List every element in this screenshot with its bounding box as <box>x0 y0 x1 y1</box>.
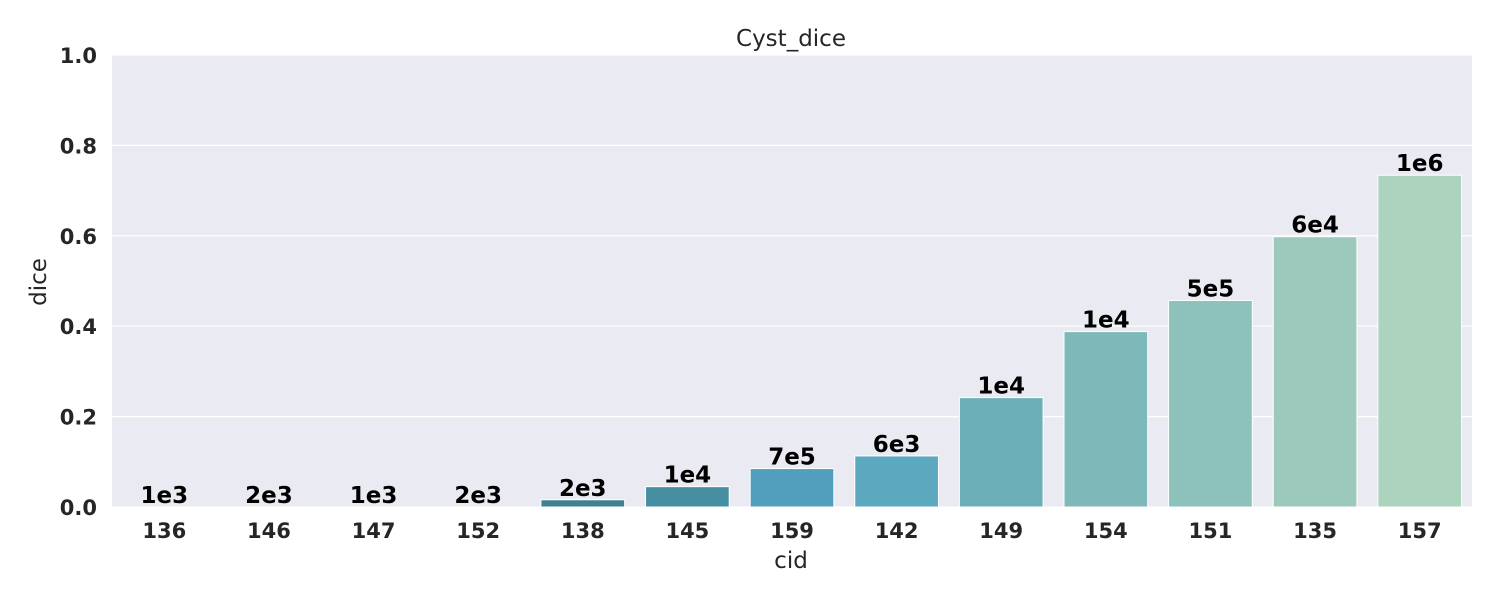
x-tick-label: 157 <box>1398 519 1442 543</box>
bar-135 <box>1272 236 1358 508</box>
bar-value-label: 1e4 <box>977 374 1025 400</box>
x-tick-label: 145 <box>665 519 709 543</box>
y-tick-label: 0.0 <box>60 496 97 520</box>
x-tick-label: 147 <box>352 519 396 543</box>
x-tick-label: 151 <box>1189 519 1233 543</box>
bar-value-label: 2e3 <box>559 476 607 502</box>
bar-159 <box>749 468 835 508</box>
bar-138 <box>540 499 626 508</box>
x-tick-label: 142 <box>875 519 919 543</box>
bar-value-label: 1e3 <box>350 483 398 509</box>
bar-157 <box>1377 174 1463 508</box>
y-axis-label: dice <box>26 258 52 306</box>
bar-labels: 1e3 2e3 1e3 2e3 2e3 1e4 7e5 6e3 1e4 1e4 5e5 6e4 1e6 <box>141 151 1444 509</box>
x-tick-labels: 136 146 147 152 138 145 159 142 149 154 151 135 157 <box>142 519 1441 543</box>
chart-title: Cyst_dice <box>736 26 846 52</box>
x-axis-label: cid <box>774 548 808 574</box>
y-tick-labels: 0.0 0.2 0.4 0.6 0.8 1.0 <box>60 44 97 520</box>
x-tick-label: 152 <box>456 519 500 543</box>
bars <box>540 174 1463 508</box>
x-tick-label: 154 <box>1084 519 1128 543</box>
bar-154 <box>1063 331 1149 508</box>
x-tick-label: 138 <box>561 519 605 543</box>
plot-area <box>112 55 1472 507</box>
x-tick-label: 149 <box>979 519 1023 543</box>
y-tick-label: 0.6 <box>60 225 97 249</box>
bar-value-label: 6e3 <box>873 432 921 458</box>
bar-149 <box>958 397 1044 508</box>
bar-145 <box>645 486 730 508</box>
x-tick-label: 135 <box>1293 519 1337 543</box>
bar-value-label: 1e4 <box>664 463 712 489</box>
x-tick-label: 159 <box>770 519 814 543</box>
bar-151 <box>1168 299 1253 508</box>
bar-value-label: 1e6 <box>1396 151 1444 177</box>
bar-142 <box>854 455 939 508</box>
x-tick-label: 136 <box>142 519 186 543</box>
bar-value-label: 2e3 <box>245 483 293 509</box>
bar-value-label: 1e3 <box>141 483 189 509</box>
y-tick-label: 0.4 <box>60 315 97 339</box>
y-tick-label: 0.2 <box>60 406 97 430</box>
y-tick-label: 1.0 <box>60 44 97 68</box>
y-tick-label: 0.8 <box>60 134 97 158</box>
bar-value-label: 7e5 <box>768 445 816 471</box>
bar-value-label: 5e5 <box>1187 276 1235 302</box>
bar-value-label: 1e4 <box>1082 308 1130 334</box>
x-tick-label: 146 <box>247 519 291 543</box>
bar-value-label: 2e3 <box>454 483 502 509</box>
bar-value-label: 6e4 <box>1291 213 1339 239</box>
